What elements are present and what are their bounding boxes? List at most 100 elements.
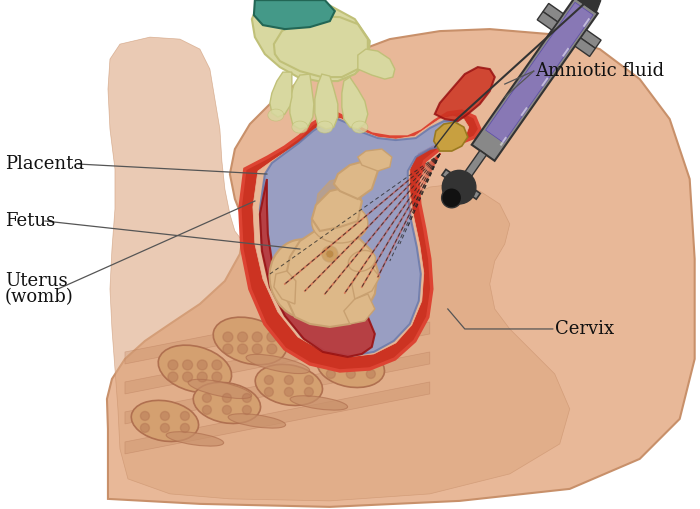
Circle shape [366,357,375,366]
Polygon shape [240,111,480,371]
Circle shape [223,393,232,403]
Circle shape [326,370,335,379]
Circle shape [160,411,169,420]
Ellipse shape [268,289,342,337]
Ellipse shape [132,401,199,441]
Circle shape [366,370,375,379]
Ellipse shape [228,414,286,428]
Polygon shape [486,3,593,143]
Circle shape [252,344,262,354]
Polygon shape [270,72,292,117]
Ellipse shape [268,109,284,121]
Text: Fetus: Fetus [5,212,55,230]
Ellipse shape [312,203,368,243]
Circle shape [197,372,207,382]
Polygon shape [460,151,486,184]
Circle shape [322,304,332,314]
Circle shape [197,360,207,370]
Circle shape [442,188,461,208]
Polygon shape [125,292,430,364]
Circle shape [322,246,338,262]
Circle shape [293,304,302,314]
Text: (womb): (womb) [5,288,74,306]
Text: Placenta: Placenta [5,155,84,173]
Circle shape [265,376,274,384]
Ellipse shape [270,239,340,319]
Circle shape [168,360,178,370]
Circle shape [307,316,317,326]
Text: Uterus: Uterus [5,272,68,290]
Polygon shape [543,4,564,22]
Ellipse shape [304,329,368,349]
Polygon shape [316,177,362,219]
Circle shape [212,360,222,370]
Ellipse shape [317,121,332,133]
Circle shape [326,357,335,366]
Ellipse shape [292,121,308,133]
Circle shape [442,171,476,204]
Polygon shape [300,309,320,319]
Polygon shape [107,29,694,507]
Circle shape [160,423,169,433]
Polygon shape [290,74,314,129]
Circle shape [284,387,293,397]
Polygon shape [252,0,370,81]
Polygon shape [342,77,368,129]
Circle shape [141,411,149,420]
Polygon shape [580,30,601,48]
Polygon shape [108,37,570,501]
Circle shape [237,332,248,342]
Polygon shape [442,169,480,199]
Circle shape [346,357,356,366]
Ellipse shape [317,347,384,387]
Circle shape [304,387,314,397]
Ellipse shape [256,364,323,406]
Ellipse shape [290,396,348,410]
Ellipse shape [166,432,223,446]
Circle shape [212,372,222,382]
Circle shape [183,372,193,382]
Circle shape [237,344,248,354]
Polygon shape [315,74,338,129]
Circle shape [265,387,274,397]
Circle shape [304,376,314,384]
Circle shape [242,393,251,403]
Circle shape [223,344,233,354]
Polygon shape [358,149,392,171]
Polygon shape [260,119,462,356]
Circle shape [181,411,190,420]
Polygon shape [312,187,362,231]
Circle shape [293,316,302,326]
Polygon shape [334,161,378,199]
Ellipse shape [348,250,375,271]
Polygon shape [254,0,335,29]
Circle shape [242,406,251,414]
Polygon shape [577,0,601,12]
Polygon shape [274,16,368,77]
Circle shape [223,406,232,414]
Polygon shape [434,122,468,151]
Circle shape [267,344,277,354]
Ellipse shape [188,379,252,399]
Text: Amniotic fluid: Amniotic fluid [535,62,664,80]
Circle shape [183,360,193,370]
Polygon shape [575,38,596,56]
Polygon shape [253,116,469,357]
Circle shape [223,332,233,342]
Polygon shape [537,12,558,30]
Ellipse shape [193,382,260,423]
Ellipse shape [246,354,309,374]
Circle shape [181,423,190,433]
Circle shape [284,376,293,384]
Circle shape [202,406,211,414]
Polygon shape [358,49,395,79]
Polygon shape [286,229,378,327]
Circle shape [267,332,277,342]
Polygon shape [260,179,374,357]
Polygon shape [125,352,430,424]
Circle shape [168,372,178,382]
Circle shape [346,370,356,379]
Circle shape [307,304,317,314]
Ellipse shape [214,317,286,365]
Circle shape [322,316,332,326]
